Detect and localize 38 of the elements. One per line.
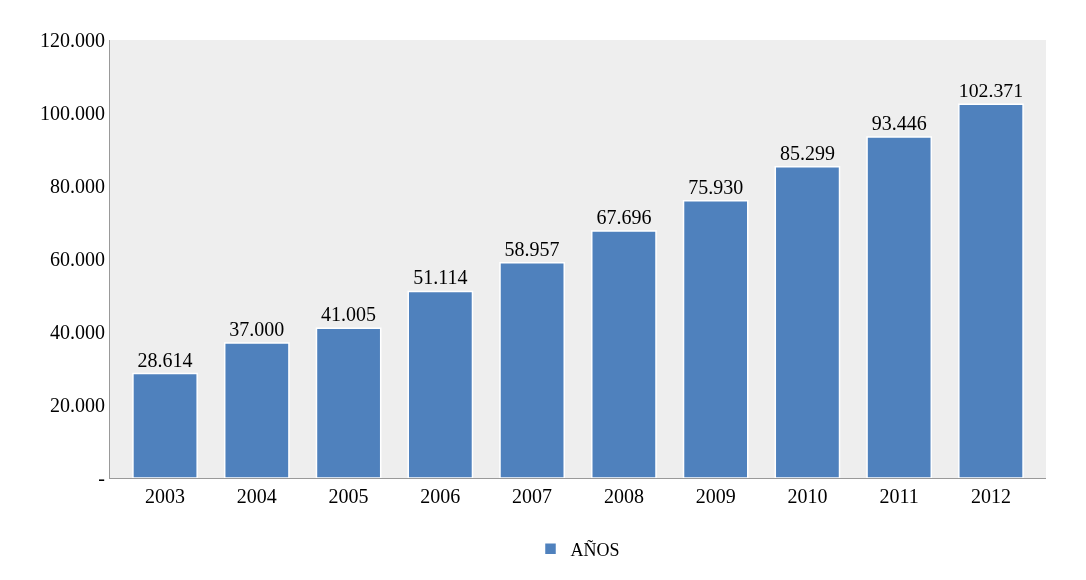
bar: [591, 230, 657, 478]
data-label: 93.446: [871, 111, 927, 134]
data-label: 102.371: [958, 79, 1024, 102]
x-tick-label: 2012: [970, 485, 1011, 507]
x-tick-label: 2006: [420, 485, 461, 507]
y-tick-label: 80.000: [50, 175, 105, 197]
y-tick-label: -: [98, 467, 105, 489]
data-label: 51.114: [413, 266, 468, 289]
bar: [499, 262, 565, 478]
data-label: 58.957: [504, 237, 560, 260]
data-label: 41.005: [321, 303, 377, 326]
x-tick-label: 2008: [603, 485, 644, 507]
bar: [407, 290, 474, 478]
bar: [132, 372, 198, 478]
x-tick-label: 2003: [145, 485, 186, 507]
data-label: 85.299: [779, 141, 835, 164]
bar: [315, 327, 382, 478]
x-tick-label: 2010: [787, 485, 828, 507]
bar: [958, 103, 1024, 478]
bar: [774, 165, 841, 478]
y-tick-label: 40.000: [50, 321, 105, 343]
data-label: 28.614: [137, 348, 193, 371]
legend-label: AÑOS: [570, 538, 620, 560]
x-tick-label: 2004: [236, 485, 277, 507]
bar: [866, 136, 933, 478]
data-label: 67.696: [596, 205, 652, 228]
data-label: 37.000: [229, 317, 285, 340]
y-tick-label: 100.000: [40, 102, 105, 124]
x-tick-label: 2005: [328, 485, 369, 507]
data-label: 75.930: [688, 175, 744, 198]
y-tick-label: 60.000: [50, 248, 105, 270]
y-tick-label: 20.000: [50, 394, 105, 416]
y-tick-label: 120.000: [40, 29, 105, 51]
bar: [223, 342, 290, 478]
x-tick-label: 2009: [695, 485, 736, 507]
x-tick-label: 2007: [512, 485, 553, 507]
x-tick-label: 2011: [879, 485, 919, 507]
bar: [682, 200, 749, 478]
